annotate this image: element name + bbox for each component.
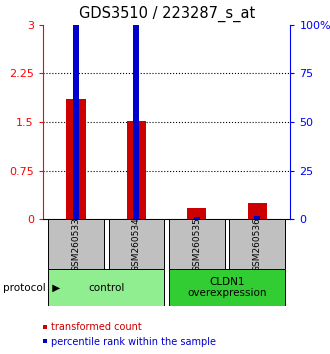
Text: GSM260535: GSM260535 — [192, 217, 201, 272]
Text: transformed count: transformed count — [51, 322, 142, 332]
Text: percentile rank within the sample: percentile rank within the sample — [51, 337, 216, 347]
Bar — [127, 121, 146, 219]
Bar — [109, 219, 164, 269]
Bar — [66, 99, 86, 219]
Text: GSM260533: GSM260533 — [72, 217, 81, 272]
Bar — [169, 219, 225, 269]
Text: GSM260536: GSM260536 — [253, 217, 262, 272]
Bar — [73, 25, 79, 219]
Bar — [133, 25, 140, 219]
Bar — [169, 269, 285, 306]
Text: protocol  ▶: protocol ▶ — [3, 282, 60, 293]
Bar — [194, 217, 200, 219]
Text: CLDN1
overexpression: CLDN1 overexpression — [187, 277, 267, 298]
Bar — [248, 203, 267, 219]
Text: control: control — [88, 282, 124, 293]
Bar — [187, 208, 207, 219]
Bar — [229, 219, 285, 269]
Title: GDS3510 / 223287_s_at: GDS3510 / 223287_s_at — [79, 6, 255, 22]
Text: GSM260534: GSM260534 — [132, 217, 141, 272]
Bar — [48, 269, 164, 306]
Bar — [254, 216, 260, 219]
Bar — [48, 219, 104, 269]
